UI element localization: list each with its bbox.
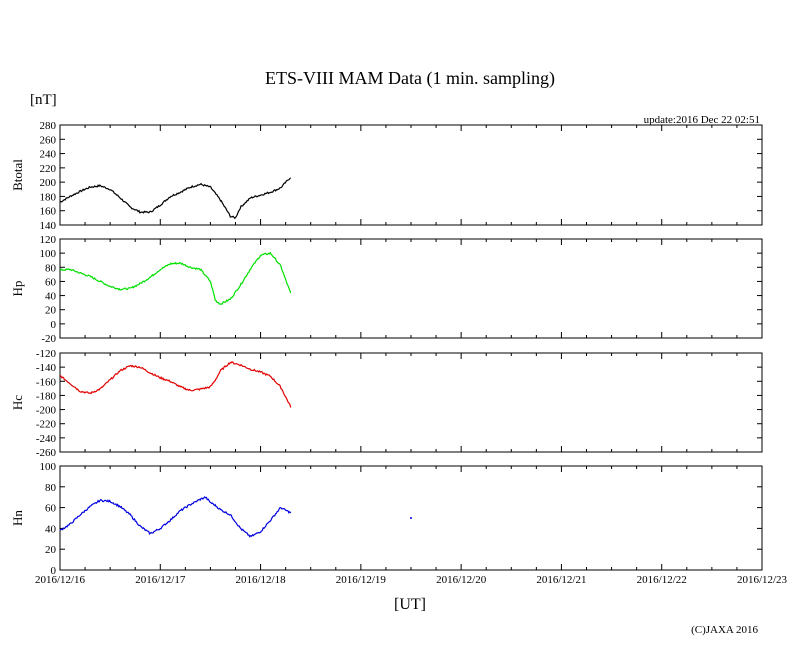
panel-hc: -260 -240 -220 -200 -180 -160 -140 -120 Hc	[10, 348, 763, 459]
x-tick-label: 2016/12/23	[737, 574, 788, 586]
y-tick-label: 200	[40, 177, 57, 189]
y-tick-label: 180	[40, 191, 57, 203]
data-point	[410, 517, 412, 519]
series-line-hc	[59, 361, 292, 408]
y-tick-label: -140	[36, 362, 57, 374]
x-tick-label: 2016/12/16	[35, 574, 86, 586]
y-tick-label: 280	[40, 120, 57, 132]
y-axis-label: Btotal	[10, 159, 25, 191]
panel-frame	[59, 238, 763, 339]
y-tick-label: -160	[36, 376, 57, 388]
y-tick-label: 140	[40, 220, 57, 232]
y-tick-label: -20	[41, 333, 56, 345]
x-axis-label: [UT]	[394, 596, 426, 613]
x-tick-label: 2016/12/18	[236, 574, 287, 586]
y-tick-label: -200	[36, 405, 57, 417]
panel-frame	[59, 124, 763, 226]
update-timestamp: update:2016 Dec 22 02:51	[644, 114, 760, 126]
y-axis-label: Hc	[10, 395, 25, 410]
y-tick-label: 20	[45, 544, 57, 556]
series-line-btotal	[59, 177, 292, 220]
y-tick-label: -220	[36, 419, 57, 431]
y-tick-label: 60	[45, 503, 57, 515]
y-tick-label: -240	[36, 433, 57, 445]
y-tick-label: 100	[40, 461, 57, 473]
panel-hn: 0 20 40 60 80 100 Hn	[10, 461, 763, 577]
y-tick-label: 120	[40, 234, 57, 246]
y-axis-label: Hp	[10, 281, 25, 297]
y-tick-label: 20	[45, 305, 57, 317]
x-tick-label: 2016/12/19	[336, 574, 387, 586]
y-tick-label: 0	[51, 565, 57, 577]
series-line-hp	[59, 251, 292, 305]
y-tick-label: 40	[45, 523, 57, 535]
y-tick-label: 260	[40, 134, 57, 146]
copyright: (C)JAXA 2016	[691, 624, 758, 636]
y-tick-label: -120	[36, 348, 57, 360]
panel-hp: -20 0 20 40 60 80 100 120 Hp	[10, 234, 763, 345]
y-tick-label: 60	[45, 276, 57, 288]
panels: 140160180200220240260280Btotal-200204060…	[10, 120, 788, 586]
y-tick-label: 0	[51, 319, 57, 331]
y-tick-label: -260	[36, 447, 57, 459]
y-tick-label: 100	[40, 248, 57, 260]
y-tick-label: 80	[45, 262, 57, 274]
series-line-hn	[59, 496, 292, 538]
y-tick-label: 80	[45, 482, 57, 494]
y-tick-label: -180	[36, 390, 57, 402]
chart-title: ETS-VIII MAM Data (1 min. sampling)	[265, 68, 555, 89]
y-tick-label: 220	[40, 163, 57, 175]
panel-btotal: 140 160 180 200 220 240 260 280 Btotal	[10, 120, 763, 232]
x-tick-label: 2016/12/17	[135, 574, 186, 586]
unit-label: [nT]	[30, 92, 57, 108]
y-tick-label: 160	[40, 206, 57, 218]
x-tick-label: 2016/12/20	[436, 574, 487, 586]
x-tick-label: 2016/12/21	[536, 574, 586, 586]
y-tick-label: 240	[40, 149, 57, 161]
y-axis-label: Hn	[10, 510, 25, 526]
y-tick-label: 40	[45, 291, 57, 303]
x-tick-label: 2016/12/22	[637, 574, 687, 586]
panel-frame	[59, 352, 763, 453]
